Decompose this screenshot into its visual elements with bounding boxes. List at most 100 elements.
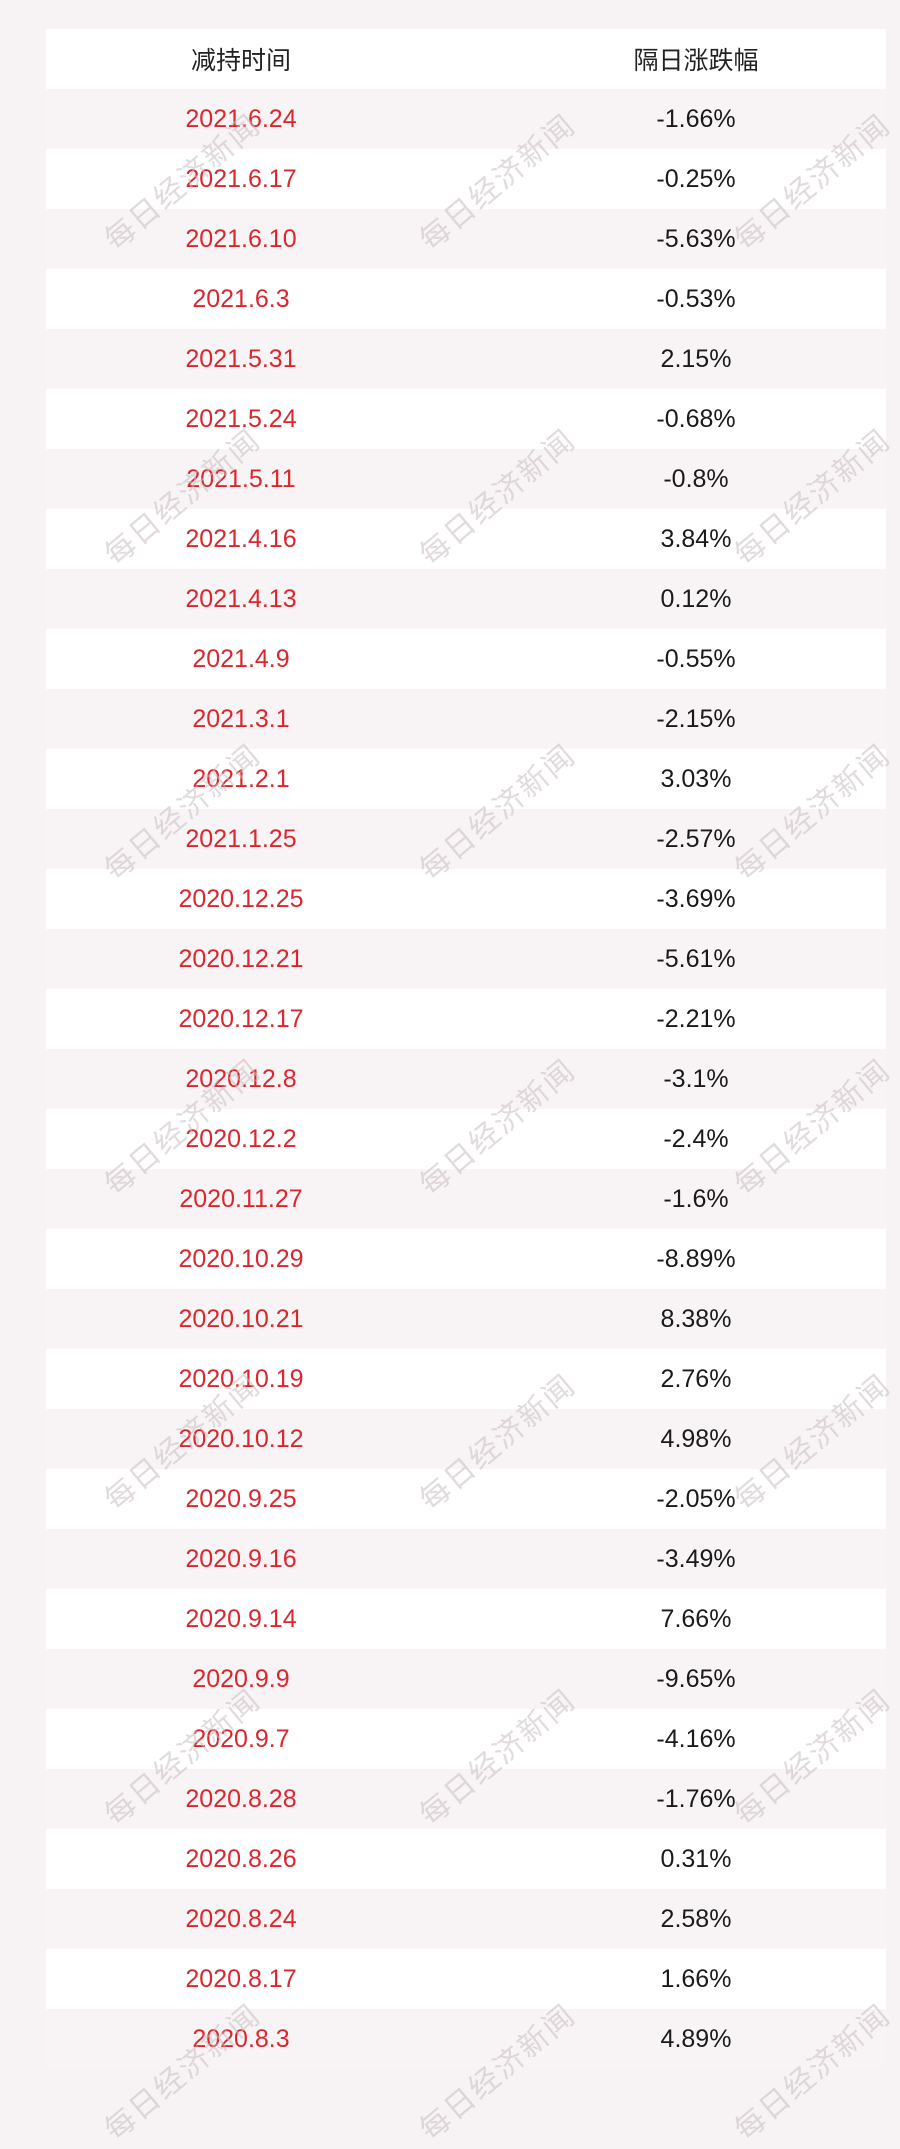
reduction-date: 2021.4.9 <box>192 644 290 673</box>
table-row: 2020.8.26 0.31% <box>46 1829 886 1889</box>
next-day-change: -2.4% <box>663 1124 729 1153</box>
next-day-change: -8.89% <box>656 1244 736 1273</box>
next-day-change: -2.57% <box>656 824 736 853</box>
next-day-change: 4.89% <box>660 2024 732 2053</box>
reduction-date: 2020.12.8 <box>185 1064 297 1093</box>
reduction-date: 2021.6.10 <box>185 224 297 253</box>
reduction-date: 2020.10.12 <box>178 1424 304 1453</box>
next-day-change: -1.6% <box>663 1184 729 1213</box>
table-row: 2021.5.24 -0.68% <box>46 389 886 449</box>
reduction-date: 2020.8.24 <box>185 1904 297 1933</box>
table-row: 2020.12.21 -5.61% <box>46 929 886 989</box>
table-row: 2021.6.24 -1.66% <box>46 89 886 149</box>
reduction-date: 2020.12.17 <box>178 1004 304 1033</box>
next-day-change: 1.66% <box>660 1964 732 1993</box>
reduction-date: 2020.8.3 <box>192 2024 290 2053</box>
table-row: 2021.5.11 -0.8% <box>46 449 886 509</box>
next-day-change: -0.25% <box>656 164 736 193</box>
next-day-change: 4.98% <box>660 1424 732 1453</box>
table-row: 2020.8.28 -1.76% <box>46 1769 886 1829</box>
reduction-date: 2020.9.25 <box>185 1484 297 1513</box>
next-day-change: -2.15% <box>656 704 736 733</box>
next-day-change: -0.55% <box>656 644 736 673</box>
next-day-change: -9.65% <box>656 1664 736 1693</box>
reduction-date: 2021.6.3 <box>192 284 290 313</box>
table-row: 2020.9.14 7.66% <box>46 1589 886 1649</box>
table-row: 2020.9.16 -3.49% <box>46 1529 886 1589</box>
next-day-change: -2.05% <box>656 1484 736 1513</box>
next-day-change: 3.84% <box>660 524 732 553</box>
reduction-date: 2020.10.21 <box>178 1304 304 1333</box>
table-row: 2021.6.3 -0.53% <box>46 269 886 329</box>
reduction-date: 2020.12.25 <box>178 884 304 913</box>
reduction-date: 2021.4.16 <box>185 524 297 553</box>
table-body: 2021.6.24 -1.66% 2021.6.17 -0.25% 2021.6.10 -… <box>46 89 886 2069</box>
next-day-change: 3.03% <box>660 764 732 793</box>
table-header-row: 减持时间 隔日涨跌幅 <box>46 29 886 89</box>
reduction-date: 2020.9.14 <box>185 1604 297 1633</box>
table-row: 2020.9.9 -9.65% <box>46 1649 886 1709</box>
table-row: 2021.5.31 2.15% <box>46 329 886 389</box>
table-row: 2020.12.8 -3.1% <box>46 1049 886 1109</box>
data-table: 减持时间 隔日涨跌幅 2021.6.24 -1.66% 2021.6.17 -0.25… <box>46 29 886 2069</box>
table-row: 2020.9.25 -2.05% <box>46 1469 886 1529</box>
reduction-date: 2020.8.28 <box>185 1784 297 1813</box>
table-row: 2020.12.2 -2.4% <box>46 1109 886 1169</box>
reduction-date: 2020.12.2 <box>185 1124 297 1153</box>
next-day-change: -0.53% <box>656 284 736 313</box>
next-day-change: 7.66% <box>660 1604 732 1633</box>
reduction-date: 2021.1.25 <box>185 824 297 853</box>
table-row: 2021.4.13 0.12% <box>46 569 886 629</box>
next-day-change: -1.76% <box>656 1784 736 1813</box>
reduction-date: 2021.5.24 <box>185 404 297 433</box>
table-row: 2020.12.25 -3.69% <box>46 869 886 929</box>
reduction-date: 2020.9.7 <box>192 1724 290 1753</box>
reduction-date: 2021.6.24 <box>185 104 297 133</box>
next-day-change: -3.49% <box>656 1544 736 1573</box>
reduction-date: 2021.6.17 <box>185 164 297 193</box>
page-frame: 减持时间 隔日涨跌幅 2021.6.24 -1.66% 2021.6.17 -0.25… <box>8 0 898 2148</box>
table-row: 2020.8.24 2.58% <box>46 1889 886 1949</box>
reduction-date: 2020.9.9 <box>192 1664 290 1693</box>
reduction-date: 2021.3.1 <box>192 704 290 733</box>
next-day-change: -5.63% <box>656 224 736 253</box>
next-day-change: -0.68% <box>656 404 736 433</box>
next-day-change: 2.58% <box>660 1904 732 1933</box>
next-day-change: -3.1% <box>663 1064 729 1093</box>
table-row: 2021.2.1 3.03% <box>46 749 886 809</box>
reduction-date: 2020.8.26 <box>185 1844 297 1873</box>
next-day-change: 0.31% <box>660 1844 732 1873</box>
table-row: 2020.10.12 4.98% <box>46 1409 886 1469</box>
table-row: 2021.4.16 3.84% <box>46 509 886 569</box>
reduction-date: 2021.2.1 <box>192 764 290 793</box>
reduction-date: 2021.4.13 <box>185 584 297 613</box>
table-row: 2020.10.19 2.76% <box>46 1349 886 1409</box>
reduction-date: 2020.11.27 <box>179 1184 303 1213</box>
next-day-change: -5.61% <box>656 944 736 973</box>
header-change: 隔日涨跌幅 <box>633 47 759 75</box>
table-row: 2020.12.17 -2.21% <box>46 989 886 1049</box>
table-row: 2021.6.17 -0.25% <box>46 149 886 209</box>
next-day-change: 0.12% <box>660 584 732 613</box>
next-day-change: 8.38% <box>660 1304 732 1333</box>
header-date: 减持时间 <box>190 47 291 75</box>
next-day-change: 2.76% <box>660 1364 732 1393</box>
table-row: 2020.10.29 -8.89% <box>46 1229 886 1289</box>
table-row: 2021.3.1 -2.15% <box>46 689 886 749</box>
table-row: 2020.10.21 8.38% <box>46 1289 886 1349</box>
reduction-date: 2021.5.31 <box>185 344 297 373</box>
table-row: 2020.8.3 4.89% <box>46 2009 886 2069</box>
reduction-date: 2020.10.29 <box>178 1244 304 1273</box>
next-day-change: 2.15% <box>660 344 732 373</box>
next-day-change: -2.21% <box>656 1004 736 1033</box>
next-day-change: -0.8% <box>663 464 729 493</box>
table-row: 2021.4.9 -0.55% <box>46 629 886 689</box>
reduction-date: 2020.12.21 <box>178 944 304 973</box>
next-day-change: -4.16% <box>656 1724 736 1753</box>
table-row: 2020.9.7 -4.16% <box>46 1709 886 1769</box>
table-row: 2020.11.27 -1.6% <box>46 1169 886 1229</box>
reduction-date: 2020.9.16 <box>185 1544 297 1573</box>
next-day-change: -1.66% <box>656 104 736 133</box>
reduction-date: 2020.8.17 <box>185 1964 297 1993</box>
next-day-change: -3.69% <box>656 884 736 913</box>
